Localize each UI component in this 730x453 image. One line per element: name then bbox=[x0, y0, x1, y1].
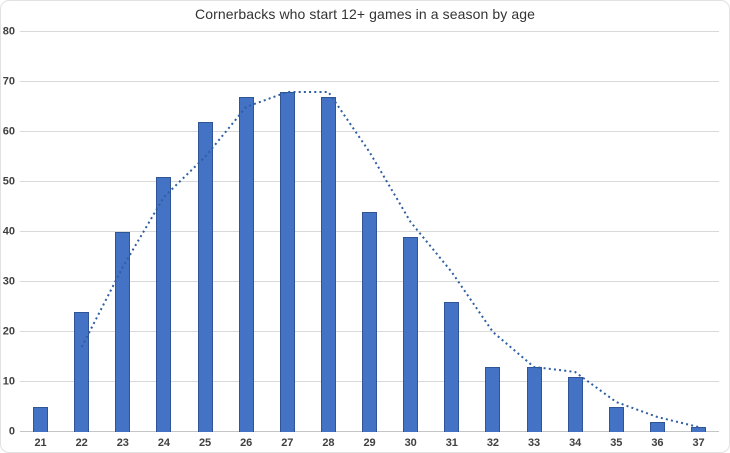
bar-series bbox=[20, 32, 719, 432]
bar-column bbox=[390, 32, 431, 432]
bar-age-29 bbox=[362, 212, 378, 432]
y-tick-label: 50 bbox=[2, 175, 15, 188]
x-tick-label: 25 bbox=[198, 437, 212, 449]
gridline bbox=[20, 81, 719, 82]
y-tick-label: 0 bbox=[8, 425, 15, 438]
bar-column bbox=[678, 32, 719, 432]
gridline bbox=[20, 131, 719, 132]
y-tick-label: 60 bbox=[2, 125, 15, 138]
gridline bbox=[20, 31, 719, 32]
x-tick-label: 34 bbox=[569, 437, 582, 449]
x-tick-label: 35 bbox=[610, 437, 623, 449]
x-tick-label: 31 bbox=[445, 437, 458, 449]
x-tick-label: 22 bbox=[75, 437, 88, 449]
bar-column bbox=[20, 32, 61, 432]
bar-age-36 bbox=[649, 422, 665, 432]
bar-column bbox=[349, 32, 390, 432]
y-tick-label: 80 bbox=[2, 25, 15, 38]
x-tick-label: 21 bbox=[34, 437, 47, 449]
bar-column bbox=[308, 32, 349, 432]
trendline bbox=[80, 91, 699, 428]
bar-column bbox=[555, 32, 596, 432]
bar-age-34 bbox=[567, 377, 583, 432]
bar-age-25 bbox=[197, 122, 213, 432]
bar-column bbox=[431, 32, 472, 432]
gridline bbox=[20, 181, 719, 182]
bar-column bbox=[185, 32, 226, 432]
bar-age-37 bbox=[691, 427, 707, 432]
bar-age-31 bbox=[444, 302, 460, 432]
chart-title: Cornerbacks who start 12+ games in a sea… bbox=[194, 6, 536, 22]
bar-age-21 bbox=[33, 407, 49, 432]
plot-area: 0 10 20 30 40 50 60 70 80 21 22 23 24 25 26 27 28 29 30 31… bbox=[3, 26, 719, 449]
x-tick-label: 36 bbox=[651, 437, 664, 449]
bar-column bbox=[226, 32, 267, 432]
y-tick-label: 10 bbox=[2, 375, 15, 388]
x-tick-label: 33 bbox=[527, 437, 541, 449]
bar-age-27 bbox=[279, 92, 295, 432]
x-tick-label: 27 bbox=[281, 437, 294, 449]
bar-column bbox=[61, 32, 102, 432]
bar-age-32 bbox=[485, 367, 501, 432]
bar-age-30 bbox=[403, 237, 419, 432]
trendline-path bbox=[80, 91, 699, 428]
y-tick-label: 20 bbox=[2, 325, 15, 338]
x-tick-label: 32 bbox=[486, 437, 500, 449]
bar-column bbox=[102, 32, 143, 432]
bar-age-24 bbox=[156, 177, 172, 432]
bar-age-26 bbox=[238, 97, 254, 432]
x-axis-labels: 21 22 23 24 25 26 27 28 29 30 31 32 33 34 35 36 37 bbox=[20, 438, 719, 449]
x-tick-label: 30 bbox=[404, 437, 417, 449]
bar-column bbox=[472, 32, 513, 432]
y-tick-label: 40 bbox=[2, 225, 15, 238]
x-tick-label: 37 bbox=[692, 437, 705, 449]
bar-age-35 bbox=[608, 407, 624, 432]
bar-column bbox=[267, 32, 308, 432]
x-tick-label: 23 bbox=[116, 437, 129, 449]
bar-age-22 bbox=[74, 312, 90, 432]
bar-column bbox=[143, 32, 184, 432]
x-tick-label: 24 bbox=[157, 437, 171, 449]
y-tick-label: 70 bbox=[2, 75, 15, 88]
y-tick-label: 30 bbox=[2, 275, 15, 288]
bar-age-28 bbox=[320, 97, 336, 432]
x-tick-label: 29 bbox=[363, 437, 376, 449]
bar-column bbox=[596, 32, 637, 432]
bar-column bbox=[637, 32, 678, 432]
bar-age-23 bbox=[115, 232, 131, 432]
x-tick-label: 26 bbox=[240, 437, 253, 449]
x-tick-label: 28 bbox=[322, 437, 335, 449]
